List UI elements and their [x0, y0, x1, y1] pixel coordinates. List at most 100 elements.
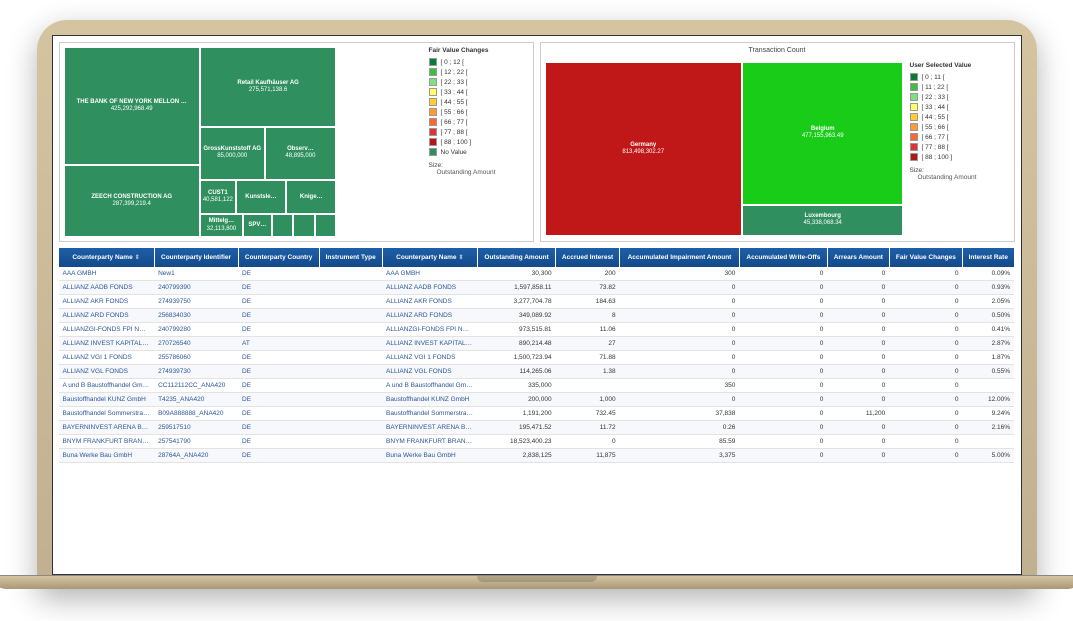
column-header[interactable]: Accumulated Write-Offs: [739, 248, 827, 267]
treemap-cell[interactable]: SPV…: [243, 214, 272, 237]
treemap-cell[interactable]: [272, 214, 294, 237]
table-cell: 0: [889, 295, 962, 309]
table-row[interactable]: AAA GMBHNew1DEAAA GMBH30,3002003000000.0…: [59, 267, 1015, 281]
legend-title: Fair Value Changes: [429, 47, 529, 54]
legend-swatch: [910, 83, 918, 91]
table-row[interactable]: ALLIANZ VGI 1 FONDS255786060DEALLIANZ VG…: [59, 351, 1015, 365]
legend-item[interactable]: [ 22 ; 33 [: [910, 93, 1010, 101]
treemap-cell[interactable]: ZEECH CONSTRUCTION AG287,399,219.4: [64, 165, 200, 237]
legend-item[interactable]: No Value: [429, 148, 529, 156]
treemap-cell[interactable]: Kunstsle…: [236, 180, 286, 214]
table-row[interactable]: BNYM FRANKFURT BRANCH257541790DEBNYM FRA…: [59, 435, 1015, 449]
legend-swatch: [910, 153, 918, 161]
table-row[interactable]: Baustoffhandel Sommerstraße OHGB09A88888…: [59, 407, 1015, 421]
legend-item[interactable]: [ 88 ; 100 ]: [910, 153, 1010, 161]
treemap-fair-value[interactable]: THE BANK OF NEW YORK MELLON …425,292,968…: [64, 47, 423, 237]
table-cell: [319, 295, 382, 309]
column-header[interactable]: Counterparty Name⇕: [382, 248, 478, 267]
treemap-cell[interactable]: Knige…: [286, 180, 336, 214]
table-cell: ALLIANZ AKR FONDS: [382, 295, 478, 309]
treemap-cell[interactable]: Mittelg…32,113,800: [200, 214, 243, 237]
legend-item[interactable]: [ 33 ; 44 [: [910, 103, 1010, 111]
laptop-frame: THE BANK OF NEW YORK MELLON …425,292,968…: [37, 20, 1037, 589]
table-cell: AAA GMBH: [382, 267, 478, 281]
table-row[interactable]: ALLIANZ ARD FONDS256834030DEALLIANZ ARD …: [59, 309, 1015, 323]
column-header[interactable]: Instrument Type: [319, 248, 382, 267]
legend-label: [ 22 ; 33 [: [922, 94, 949, 101]
legend-label: No Value: [441, 149, 467, 156]
column-header[interactable]: Interest Rate: [963, 248, 1014, 267]
legend-item[interactable]: [ 33 ; 44 [: [429, 88, 529, 96]
table-row[interactable]: ALLIANZGI-FONDS FPI NR 30240799280DEALLI…: [59, 323, 1015, 337]
treemap-cell[interactable]: Observ…48,895,000: [265, 127, 337, 180]
size-label: Size:: [910, 167, 1010, 174]
column-header[interactable]: Accumulated Impairment Amount: [620, 248, 740, 267]
column-header[interactable]: Counterparty Country: [238, 248, 319, 267]
table-cell: ALLIANZ INVEST KAPITALANLAGEGESELLSCHAFT…: [382, 337, 478, 351]
treemap-transaction-count[interactable]: Germany813,498,302.27Belgium477,155,963.…: [545, 62, 904, 236]
table-cell: 0.55%: [963, 365, 1014, 379]
table-row[interactable]: A und B Baustoffhandel GmbHCC112112CC_AN…: [59, 379, 1015, 393]
table-cell: ALLIANZ ARD FONDS: [382, 309, 478, 323]
table-row[interactable]: BAYERNINVEST ARENA BOND FUND259517510DEB…: [59, 421, 1015, 435]
column-header[interactable]: Arrears Amount: [827, 248, 889, 267]
legend-item[interactable]: [ 12 ; 22 [: [429, 68, 529, 76]
treemap-cell[interactable]: Germany813,498,302.27: [545, 62, 742, 236]
table-cell: DE: [238, 393, 319, 407]
legend-item[interactable]: [ 44 ; 55 [: [910, 113, 1010, 121]
column-header[interactable]: Accrued Interest: [556, 248, 620, 267]
treemap-cell[interactable]: GrossKunststoff AG85,000,000: [200, 127, 265, 180]
treemap-cell[interactable]: Belgium477,155,963.49: [742, 62, 904, 205]
table-row[interactable]: ALLIANZ AKR FONDS274939750DEALLIANZ AKR …: [59, 295, 1015, 309]
table-cell: 0: [739, 323, 827, 337]
legend-item[interactable]: [ 66 ; 77 [: [429, 118, 529, 126]
table-cell: DE: [238, 309, 319, 323]
table-row[interactable]: ALLIANZ AADB FONDS240799390DEALLIANZ AAD…: [59, 281, 1015, 295]
table-cell: 0.50%: [963, 309, 1014, 323]
column-header[interactable]: Counterparty Name⇕: [59, 248, 155, 267]
legend-item[interactable]: [ 55 ; 66 [: [910, 123, 1010, 131]
table-cell: DE: [238, 267, 319, 281]
legend-item[interactable]: [ 0 ; 12 [: [429, 58, 529, 66]
legend-item[interactable]: [ 22 ; 33 [: [429, 78, 529, 86]
table-cell: 0.41%: [963, 323, 1014, 337]
table-row[interactable]: ALLIANZ INVEST KAPITALANLAGEGESELLSCHAFT…: [59, 337, 1015, 351]
table-cell: ALLIANZ AADB FONDS: [382, 281, 478, 295]
treemap-cell[interactable]: [315, 214, 337, 237]
treemap-cell[interactable]: CUST140,581,122: [200, 180, 236, 214]
table-cell: 195,471.52: [478, 421, 556, 435]
legend-item[interactable]: [ 55 ; 66 [: [429, 108, 529, 116]
legend-item[interactable]: [ 11 ; 22 [: [910, 83, 1010, 91]
column-header[interactable]: Counterparty Identifier: [154, 248, 238, 267]
table-cell: 1,500,723.94: [478, 351, 556, 365]
legend-swatch: [429, 138, 437, 146]
legend-item[interactable]: [ 77 ; 88 [: [429, 128, 529, 136]
table-cell: ALLIANZ INVEST KAPITALANLAGEGESELLSCHAFT…: [59, 337, 155, 351]
legend-item[interactable]: [ 44 ; 55 [: [429, 98, 529, 106]
treemap-cell[interactable]: [293, 214, 315, 237]
legend-item[interactable]: [ 66 ; 77 [: [910, 133, 1010, 141]
table-cell: [319, 435, 382, 449]
table-cell: [319, 309, 382, 323]
legend-label: [ 44 ; 55 [: [922, 114, 949, 121]
treemap-cell[interactable]: THE BANK OF NEW YORK MELLON …425,292,968…: [64, 47, 200, 165]
treemap-cell[interactable]: Retail Kaufhäuser AG275,571,138.6: [200, 47, 336, 127]
table-row[interactable]: Buna Werke Bau GmbH28764A_ANA420DEBuna W…: [59, 449, 1015, 463]
legend-item[interactable]: [ 88 ; 100 ]: [429, 138, 529, 146]
column-header[interactable]: Fair Value Changes: [889, 248, 962, 267]
treemap-cell[interactable]: Luxembourg45,338,068.34: [742, 205, 904, 236]
legend-swatch: [910, 113, 918, 121]
table-cell: 2.87%: [963, 337, 1014, 351]
column-header[interactable]: Outstanding Amount: [478, 248, 556, 267]
table-row[interactable]: Baustoffhandel KUNZ GmbHT4235_ANA420DEBa…: [59, 393, 1015, 407]
table-cell: 0: [620, 281, 740, 295]
legend-label: [ 0 ; 11 [: [922, 74, 945, 81]
legend-item[interactable]: [ 0 ; 11 [: [910, 73, 1010, 81]
table-cell: 0: [889, 267, 962, 281]
table-cell: 184.63: [556, 295, 620, 309]
table-cell: [556, 379, 620, 393]
table-row[interactable]: ALLIANZ VGL FONDS274939730DEALLIANZ VGL …: [59, 365, 1015, 379]
legend-swatch: [429, 118, 437, 126]
legend-item[interactable]: [ 77 ; 88 [: [910, 143, 1010, 151]
table-cell: 0: [827, 337, 889, 351]
